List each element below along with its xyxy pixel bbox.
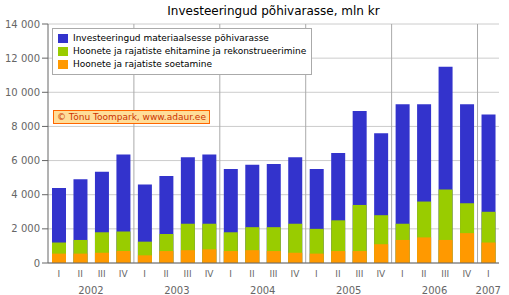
- svg-text:I: I: [229, 269, 232, 279]
- svg-text:0: 0: [34, 258, 40, 269]
- svg-text:III: III: [270, 269, 278, 279]
- svg-text:II: II: [163, 269, 168, 279]
- svg-text:I: I: [487, 269, 490, 279]
- svg-text:2006: 2006: [422, 285, 447, 295]
- svg-text:IV: IV: [376, 269, 386, 279]
- svg-text:III: III: [355, 269, 363, 279]
- svg-text:14 000: 14 000: [8, 19, 40, 30]
- svg-text:II: II: [421, 269, 426, 279]
- svg-text:2 000: 2 000: [11, 223, 40, 234]
- svg-text:III: III: [98, 269, 106, 279]
- svg-text:III: III: [441, 269, 449, 279]
- svg-text:I: I: [57, 269, 60, 279]
- svg-text:4 000: 4 000: [11, 189, 40, 200]
- html-text:Investeeringud põhivarasse, ml: Investeeringud põhivarasse, mln kr: [167, 4, 380, 18]
- svg-text:8 000: 8 000: [11, 121, 40, 132]
- svg-text:IV: IV: [119, 269, 129, 279]
- svg-text:II: II: [249, 269, 254, 279]
- svg-text:I: I: [315, 269, 318, 279]
- html-text:Hoonete ja rajatiste soetamine: Hoonete ja rajatiste soetamine: [73, 59, 212, 69]
- svg-text:II: II: [335, 269, 340, 279]
- svg-text:IV: IV: [462, 269, 472, 279]
- html-text:Investeeringud materiaalsesse: Investeeringud materiaalsesse põhivarass…: [73, 33, 269, 43]
- svg-text:6 000: 6 000: [11, 155, 40, 166]
- html-text:Hoonete ja rajatiste ehitamine: Hoonete ja rajatiste ehitamine ja rekons…: [73, 46, 307, 56]
- svg-text:IV: IV: [205, 269, 215, 279]
- svg-text:II: II: [78, 269, 83, 279]
- svg-text:III: III: [184, 269, 192, 279]
- svg-text:I: I: [143, 269, 146, 279]
- svg-text:2007: 2007: [476, 285, 501, 295]
- svg-text:2005: 2005: [336, 285, 361, 295]
- svg-text:2002: 2002: [78, 285, 103, 295]
- svg-text:2003: 2003: [164, 285, 189, 295]
- svg-text:IV: IV: [291, 269, 301, 279]
- html-text:© Tõnu Toompark, www.adaur.ee: © Tõnu Toompark, www.adaur.ee: [57, 112, 206, 122]
- svg-text:2004: 2004: [250, 285, 275, 295]
- svg-text:I: I: [401, 269, 404, 279]
- svg-text:12 000: 12 000: [8, 53, 40, 64]
- svg-text:10 000: 10 000: [8, 87, 40, 98]
